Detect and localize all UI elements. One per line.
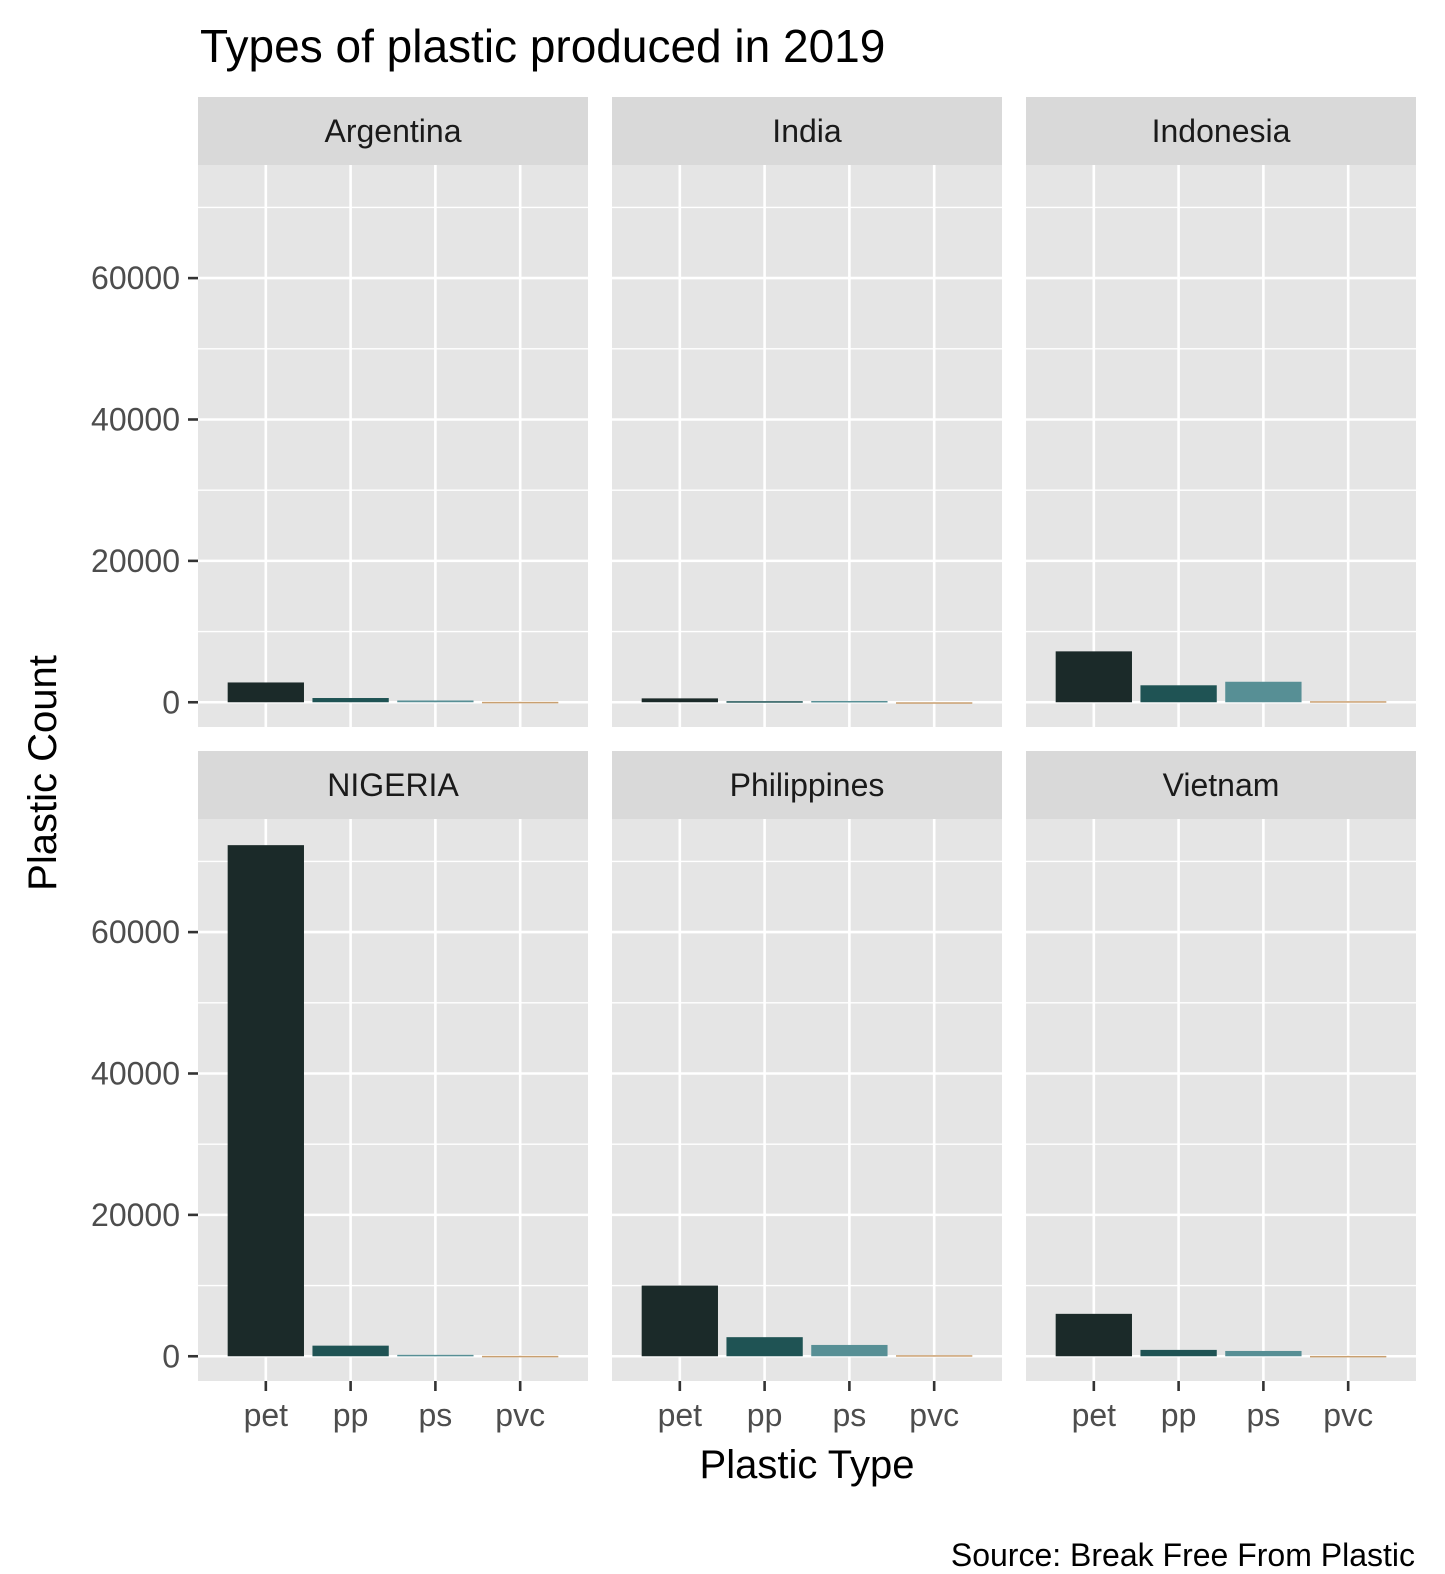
bar-indonesia-ps bbox=[1225, 681, 1302, 703]
bar-indonesia-pp bbox=[1140, 685, 1217, 703]
x-tick-label: pet bbox=[658, 1397, 703, 1433]
y-axes: 0 20000 40000 60000 0 20000 40000 60000 bbox=[91, 260, 198, 1374]
x-tick-label: pet bbox=[244, 1397, 289, 1433]
y-axis-top: 0 20000 40000 60000 bbox=[91, 260, 198, 720]
bar-nigeria-pp bbox=[312, 1345, 389, 1357]
x-tick-label: pvc bbox=[909, 1397, 959, 1433]
facet-strip bbox=[612, 751, 1002, 819]
y-axis-bottom: 0 20000 40000 60000 bbox=[91, 914, 198, 1374]
bar-vietnam-ps bbox=[1225, 1350, 1302, 1357]
source-caption: Source: Break Free From Plastic bbox=[951, 1537, 1415, 1573]
facet-panel-vietnam: Vietnam bbox=[1026, 751, 1416, 1381]
x-tick-label: ps bbox=[418, 1397, 452, 1433]
x-axes: pet pp ps pvc pet pp ps pvc pet pp ps pvc bbox=[244, 1381, 1373, 1433]
bar-india-pvc bbox=[896, 702, 973, 704]
y-tick-label: 40000 bbox=[91, 401, 180, 437]
x-axis-title: Plastic Type bbox=[700, 1443, 915, 1487]
facet-panel-argentina: Argentina bbox=[198, 97, 588, 727]
x-tick-label: ps bbox=[1246, 1397, 1280, 1433]
y-tick-label: 0 bbox=[162, 684, 180, 720]
bar-philippines-pvc bbox=[896, 1355, 973, 1357]
facet-strip-label: India bbox=[772, 113, 842, 149]
x-tick-label: pvc bbox=[495, 1397, 545, 1433]
y-tick-label: 60000 bbox=[91, 914, 180, 950]
x-tick-label: pvc bbox=[1323, 1397, 1373, 1433]
bar-india-pp bbox=[726, 701, 803, 703]
facet-strip-label: NIGERIA bbox=[327, 767, 459, 803]
facet-panels: Argentina India Indonesia NIGERIA Philippine… bbox=[198, 97, 1416, 1381]
bar-argentina-pvc bbox=[482, 701, 559, 704]
facet-strip bbox=[612, 97, 1002, 165]
bar-india-ps bbox=[811, 700, 888, 703]
x-tick-label: pp bbox=[747, 1397, 783, 1433]
y-axis-title: Plastic Count bbox=[21, 655, 65, 891]
panel-background bbox=[1026, 165, 1416, 727]
y-tick-label: 20000 bbox=[91, 543, 180, 579]
bar-india-pet bbox=[641, 698, 718, 703]
facet-panel-philippines: Philippines bbox=[612, 751, 1002, 1381]
facet-panel-indonesia: Indonesia bbox=[1026, 97, 1416, 727]
facet-strip-label: Vietnam bbox=[1163, 767, 1280, 803]
facet-strip-label: Argentina bbox=[325, 113, 462, 149]
facet-panel-india: India bbox=[612, 97, 1002, 727]
x-axis-philippines: pet pp ps pvc bbox=[658, 1381, 959, 1433]
bar-nigeria-pvc bbox=[482, 1355, 559, 1358]
panel-background bbox=[612, 165, 1002, 727]
facet-strip bbox=[198, 751, 588, 819]
y-tick-label: 40000 bbox=[91, 1055, 180, 1091]
bar-argentina-pet bbox=[227, 682, 304, 703]
facet-strip bbox=[1026, 751, 1416, 819]
bar-indonesia-pvc bbox=[1310, 701, 1387, 703]
bar-nigeria-pet bbox=[227, 845, 304, 1357]
x-tick-label: pp bbox=[333, 1397, 369, 1433]
facet-strip bbox=[198, 97, 588, 165]
panel-background bbox=[1026, 819, 1416, 1381]
chart-title: Types of plastic produced in 2019 bbox=[200, 20, 885, 72]
facet-strip-label: Philippines bbox=[730, 767, 885, 803]
bar-vietnam-pet bbox=[1055, 1313, 1132, 1357]
bar-vietnam-pvc bbox=[1310, 1355, 1387, 1358]
bar-philippines-pp bbox=[726, 1337, 803, 1357]
bar-argentina-pp bbox=[312, 698, 389, 703]
x-axis-nigeria: pet pp ps pvc bbox=[244, 1381, 545, 1433]
facet-strip bbox=[1026, 97, 1416, 165]
bar-argentina-ps bbox=[397, 700, 474, 703]
y-tick-label: 20000 bbox=[91, 1197, 180, 1233]
y-tick-label: 60000 bbox=[91, 260, 180, 296]
facet-strip-label: Indonesia bbox=[1152, 113, 1291, 149]
x-tick-label: pet bbox=[1072, 1397, 1117, 1433]
bar-nigeria-ps bbox=[397, 1354, 474, 1357]
x-tick-label: ps bbox=[832, 1397, 866, 1433]
bar-indonesia-pet bbox=[1055, 651, 1132, 703]
facet-panel-nigeria: NIGERIA bbox=[198, 751, 588, 1381]
bar-vietnam-pp bbox=[1140, 1349, 1217, 1357]
bar-philippines-ps bbox=[811, 1344, 888, 1357]
y-tick-label: 0 bbox=[162, 1338, 180, 1374]
bar-philippines-pet bbox=[641, 1285, 718, 1357]
x-tick-label: pp bbox=[1161, 1397, 1197, 1433]
x-axis-vietnam: pet pp ps pvc bbox=[1072, 1381, 1373, 1433]
panel-background bbox=[198, 165, 588, 727]
